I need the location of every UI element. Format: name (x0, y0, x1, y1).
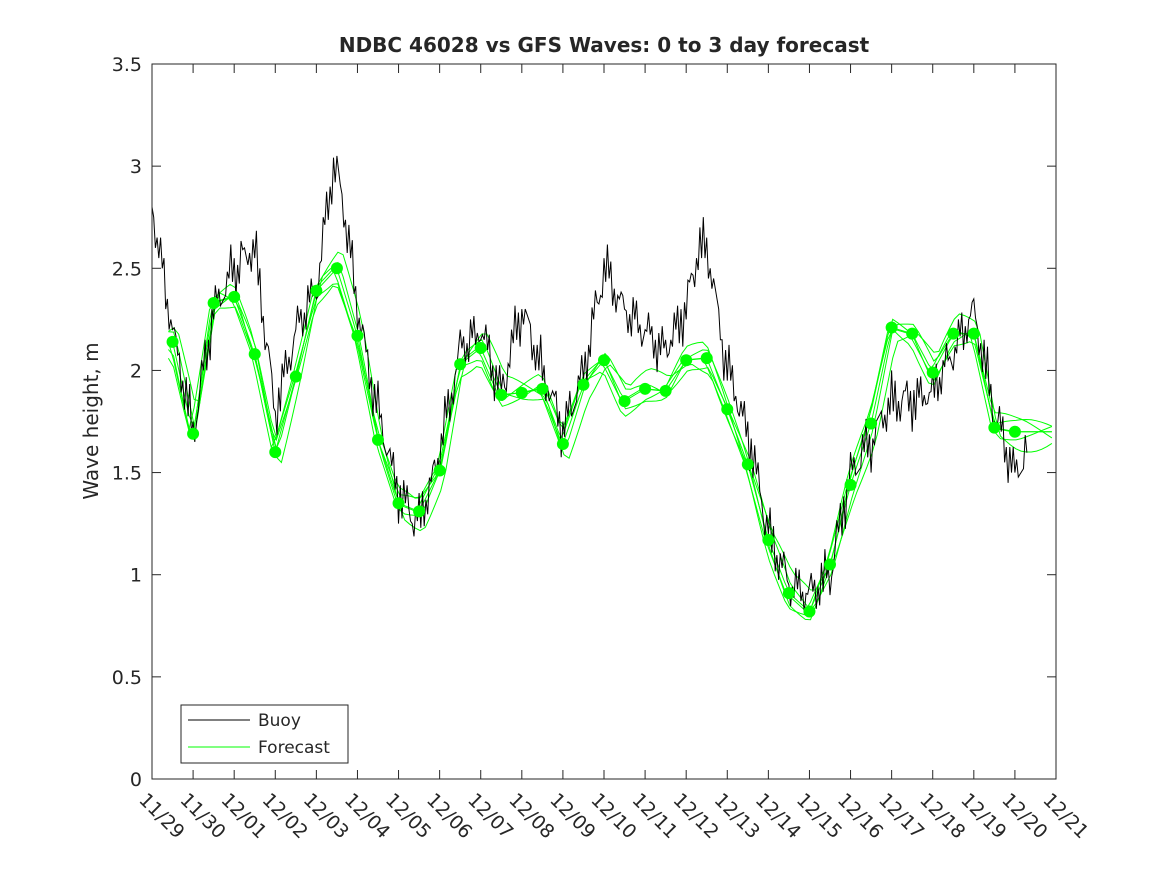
forecast-point (762, 533, 775, 546)
forecast-point (495, 388, 508, 401)
forecast-point (639, 382, 652, 395)
y-tick-label: 3 (130, 156, 142, 178)
x-tick-label: 12/06 (422, 789, 476, 843)
forecast-point (187, 427, 200, 440)
x-tick-label: 12/09 (545, 789, 599, 843)
forecast-point (413, 505, 426, 518)
forecast-point (1008, 425, 1021, 438)
x-tick-label: 12/12 (669, 789, 723, 843)
x-tick-label: 12/17 (874, 789, 928, 843)
x-tick-label: 11/29 (134, 789, 188, 843)
forecast-point (207, 297, 220, 310)
forecast-point (392, 497, 405, 510)
y-tick-label: 0.5 (112, 667, 142, 689)
forecast-point (454, 358, 467, 371)
forecast-point (700, 352, 713, 365)
x-tick-label: 12/18 (915, 789, 969, 843)
forecast-ensemble-line (168, 271, 1052, 610)
forecast-point (310, 284, 323, 297)
legend-forecast-label: Forecast (258, 738, 330, 758)
forecast-point (906, 327, 919, 340)
forecast-ensemble-line (168, 251, 1053, 591)
x-tick-label: 12/14 (751, 789, 805, 843)
forecast-point (926, 366, 939, 379)
x-tick-label: 12/07 (463, 789, 517, 843)
buoy-line (151, 155, 1028, 614)
forecast-point (680, 354, 693, 367)
x-tick-label: 12/13 (710, 789, 764, 843)
forecast-point (289, 370, 302, 383)
forecast-point (474, 341, 487, 354)
forecast-point (556, 437, 569, 450)
forecast-point (330, 262, 343, 275)
forecast-point (659, 384, 672, 397)
y-tick-label: 1 (130, 565, 142, 587)
forecast-point (433, 464, 446, 477)
legend: Buoy Forecast (180, 704, 349, 764)
forecast-point (988, 421, 1001, 434)
y-tick-label: 1.5 (112, 463, 142, 485)
x-tick-label: 12/08 (504, 789, 558, 843)
forecast-ensemble-line (167, 268, 1052, 612)
x-tick-label: 12/02 (258, 789, 312, 843)
forecast-point (269, 446, 282, 459)
x-tick-label: 11/30 (176, 789, 230, 843)
forecast-point (782, 587, 795, 600)
forecast-point (536, 382, 549, 395)
x-tick-label: 12/03 (299, 789, 353, 843)
forecast-point (598, 354, 610, 367)
forecast-point (515, 386, 528, 399)
x-tick-label: 12/19 (956, 789, 1010, 843)
legend-box (180, 704, 349, 764)
x-tick-label: 12/20 (997, 789, 1051, 843)
forecast-point (577, 378, 590, 391)
y-tick-label: 2.5 (112, 258, 142, 280)
forecast-point (166, 335, 179, 348)
x-tick-label: 12/10 (586, 789, 640, 843)
forecast-point (248, 348, 261, 361)
forecast-point (844, 478, 857, 491)
forecast-point (885, 321, 898, 334)
forecast-point (865, 417, 878, 430)
forecast-point (721, 403, 734, 416)
forecast-point (947, 327, 960, 340)
x-tick-label: 12/16 (833, 789, 887, 843)
forecast-point (351, 329, 364, 342)
x-tick-label: 12/15 (792, 789, 846, 843)
plot-frame (151, 63, 1057, 780)
forecast-point (372, 433, 384, 446)
forecast-point (741, 458, 754, 471)
chart-title: NDBC 46028 vs GFS Waves: 0 to 3 day fore… (339, 33, 870, 57)
forecast-ensemble-line (167, 283, 1053, 616)
y-axis-label: Wave height, m (79, 342, 103, 499)
legend-buoy-label: Buoy (258, 711, 301, 731)
forecast-point (803, 605, 816, 618)
forecast-point (228, 290, 241, 303)
y-tick-label: 3.5 (112, 54, 142, 76)
x-tick-label: 12/11 (628, 789, 682, 843)
x-tick-label: 12/05 (381, 789, 435, 843)
forecast-point (824, 558, 836, 571)
forecast-point (967, 327, 980, 340)
y-tick-label: 2 (130, 360, 142, 382)
x-tick-label: 12/21 (1038, 789, 1092, 843)
x-tick-label: 12/04 (340, 789, 394, 843)
y-tick-label: 0 (130, 769, 142, 791)
x-tick-label: 12/01 (217, 789, 271, 843)
forecast-point (618, 395, 631, 408)
